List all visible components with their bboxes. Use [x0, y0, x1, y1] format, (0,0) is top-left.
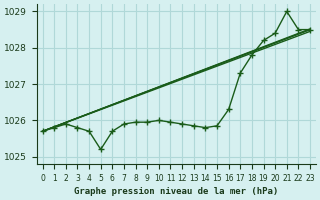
X-axis label: Graphe pression niveau de la mer (hPa): Graphe pression niveau de la mer (hPa): [74, 187, 278, 196]
